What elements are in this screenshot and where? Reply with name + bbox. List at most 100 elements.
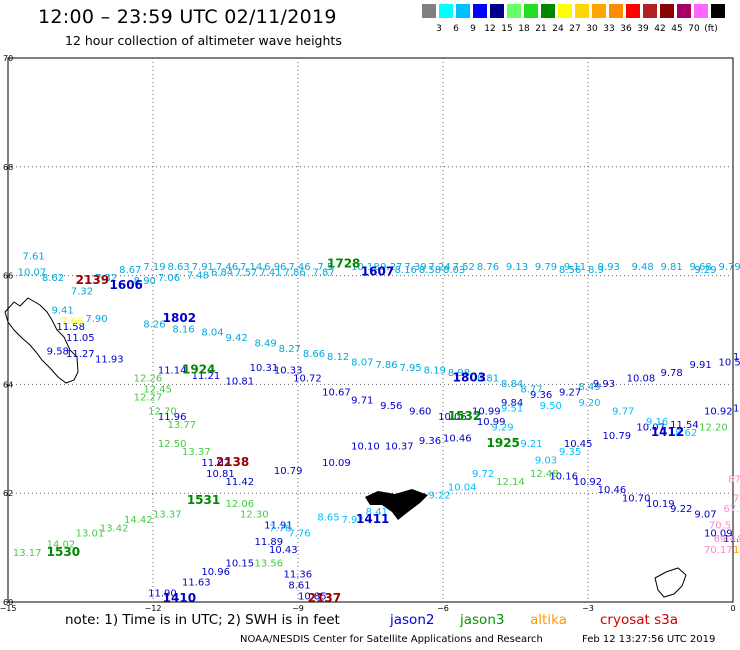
legend-jason3: jason3 xyxy=(460,612,504,628)
legend-label: (ft) xyxy=(704,24,718,34)
wave-height-value: 10.33 xyxy=(274,366,303,377)
wave-height-value: 70.5 xyxy=(709,521,731,532)
wave-height-value: 11.28 xyxy=(723,534,740,545)
wave-height-value: 9.71 xyxy=(351,395,373,406)
wave-height-value: 9.93 xyxy=(593,379,615,390)
legend-label: 12 xyxy=(484,24,496,34)
wave-height-value: 9.27 xyxy=(380,262,402,273)
legend-swatch xyxy=(490,4,506,18)
pass-time-label: 1532 xyxy=(448,409,481,423)
wave-height-value: 9.51 xyxy=(501,404,523,415)
wave-height-value: 7.32 xyxy=(71,287,93,298)
pass-time-label: 2139 xyxy=(76,273,109,287)
faroe-islands xyxy=(365,489,428,520)
legend-label: 3 xyxy=(436,24,442,34)
wave-height-value: 13.37 xyxy=(182,447,211,458)
legend-swatch xyxy=(711,4,727,18)
wave-height-value: 8.16 xyxy=(172,325,194,336)
wave-height-value: 7.46 xyxy=(216,262,238,273)
wave-height-value: 7.90 xyxy=(85,314,107,325)
legend-label: 21 xyxy=(535,24,547,34)
wave-height-value: 14.42 xyxy=(124,515,153,526)
wave-height-value: 7.41 xyxy=(259,268,281,279)
wave-height-value: 9.79 xyxy=(719,262,740,273)
wave-height-value: 10.06 xyxy=(438,412,467,423)
wave-height-value: 8.56 xyxy=(559,265,581,276)
wave-height-value: 9.11 xyxy=(564,262,586,273)
wave-height-value: 9.84 xyxy=(501,398,523,409)
wave-height-value: 8.16 xyxy=(395,265,417,276)
wave-height-value: 8.62 xyxy=(675,428,697,439)
wave-height-value: 8.61 xyxy=(288,580,310,591)
wave-height-value: 7.57 xyxy=(235,268,257,279)
wave-height-value: 11.54 xyxy=(670,420,699,431)
wave-height-value: 8.9 xyxy=(588,265,604,276)
wave-height-value: 7.76 xyxy=(288,529,310,540)
wave-height-value: 7.5 xyxy=(317,262,333,273)
wave-height-value: 8.49 xyxy=(578,382,600,393)
wave-height-value: 9.29 xyxy=(491,423,513,434)
pass-time-label: 1925 xyxy=(487,436,520,450)
wave-height-value: 7.86 xyxy=(284,268,306,279)
wave-height-value: 10.67 xyxy=(322,387,351,398)
wave-height-value: 11.14 xyxy=(158,366,187,377)
pass-time-label: 1803 xyxy=(453,371,486,385)
wave-height-value: 8.12 xyxy=(327,352,349,363)
wave-height-value: 6.96 xyxy=(264,262,286,273)
wave-height-value: 11.58 xyxy=(56,322,85,333)
pass-time-label: 1411 xyxy=(356,512,389,526)
wave-height-value: 12.27 xyxy=(134,393,163,404)
wave-height-value: 10.37 xyxy=(385,442,414,453)
wave-height-value: 11.36 xyxy=(284,570,313,581)
legend-label: 27 xyxy=(569,24,581,34)
wave-height-value: 70.17 xyxy=(704,545,733,556)
jason3-label: jason3 xyxy=(460,612,505,628)
wave-height-value: 10.46 xyxy=(443,434,472,445)
map-grid xyxy=(7,57,734,603)
wave-height-value: 9.78 xyxy=(661,368,683,379)
wave-height-value: 12.45 xyxy=(143,385,172,396)
lon-tick-label: −3 xyxy=(582,604,594,612)
map-frame xyxy=(7,57,734,603)
wave-height-value: 9.22 xyxy=(670,504,692,515)
wave-height-value: 10.53 xyxy=(719,357,740,368)
legend-swatch xyxy=(524,4,540,18)
wave-height-value: 8.26 xyxy=(143,319,165,330)
wave-height-value: 11.63 xyxy=(182,578,211,589)
wave-height-value: 190 xyxy=(733,545,740,556)
wave-height-value: 9.91 xyxy=(690,360,712,371)
legend-swatch xyxy=(660,4,676,18)
wave-height-value: 10.79 xyxy=(603,431,632,442)
wave-height-value: 76.3 xyxy=(733,493,740,504)
axis-labels: 70 68 66 64 62 60−15 −12 −9 −6 −3 0 xyxy=(0,54,736,612)
legend-label: 39 xyxy=(637,24,649,34)
wave-height-value: 8.66 xyxy=(303,349,325,360)
wave-height-value: 12.20 xyxy=(699,423,728,434)
wave-height-map[interactable]: 10.078.627.619.417.327.328.67 7.19 8.63 7.9… xyxy=(0,0,740,612)
wave-height-value: 10.46 xyxy=(598,485,627,496)
wave-height-value: 8.77 xyxy=(520,385,542,396)
lat-tick-label: 62 xyxy=(3,489,13,498)
wave-height-value: 13.77 xyxy=(168,420,197,431)
wave-height-value: 7.32 xyxy=(95,273,117,284)
lon-tick-label: −6 xyxy=(437,604,449,612)
wave-height-value: 8.41 xyxy=(366,507,388,518)
wave-height-value: 10.07 xyxy=(636,423,665,434)
wave-height-value: 7.39 xyxy=(404,262,426,273)
wave-height-value: 11.42 xyxy=(226,477,255,488)
lon-tick-label: 0 xyxy=(730,604,735,612)
legend-swatch xyxy=(626,4,642,18)
wave-height-value: 9.36 xyxy=(419,436,441,447)
lat-tick-label: 70 xyxy=(3,54,13,63)
wave-height-value: 9.42 xyxy=(226,333,248,344)
wave-height-value: 10.08 xyxy=(627,374,656,385)
wave-height-value: 11.96 xyxy=(158,412,187,423)
pass-time-label: 1412 xyxy=(651,425,684,439)
wave-height-value: 7.95 xyxy=(400,363,422,374)
wave-height-value: 10.72 xyxy=(293,374,322,385)
legend-swatch xyxy=(422,4,438,18)
legend-swatch xyxy=(507,4,523,18)
wave-height-value: 6.84 xyxy=(211,268,233,279)
pass-time-label: 1607 xyxy=(361,265,394,279)
legend-label: 33 xyxy=(603,24,615,34)
